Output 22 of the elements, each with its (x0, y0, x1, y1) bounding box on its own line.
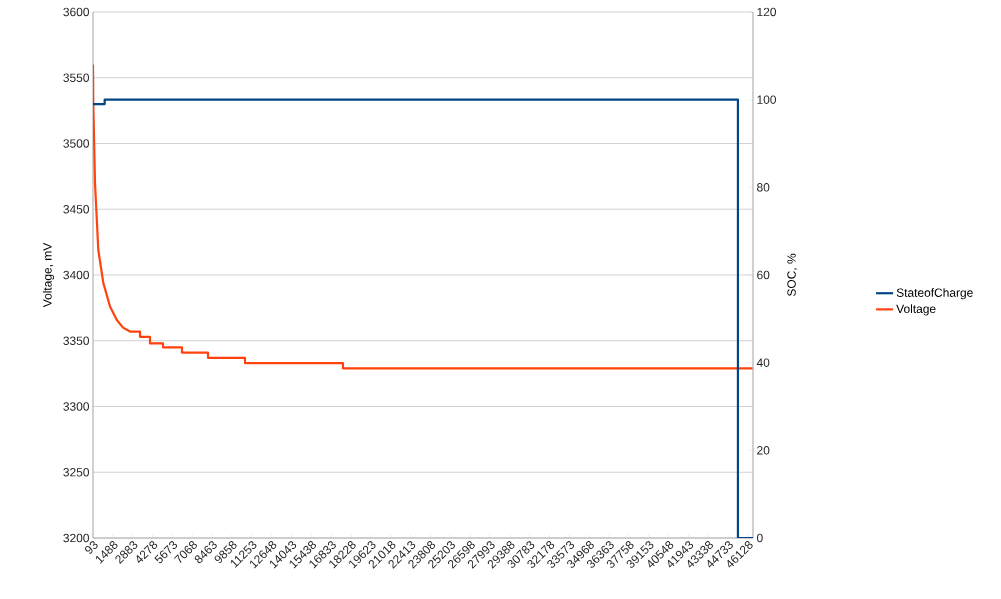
y2-axis-title: SOC, % (787, 253, 798, 297)
y-tick-label: 3250 (63, 468, 90, 477)
y-tick-label: 3500 (63, 139, 90, 148)
y2-tick-label: 0 (757, 533, 763, 543)
x-tick-label: 93 (85, 541, 98, 554)
y-tick-label: 3550 (63, 73, 90, 82)
y2-tick-label: 40 (756, 358, 770, 367)
y2-tick-label: 80 (757, 183, 770, 192)
legend-label: StateofCharge (896, 288, 973, 300)
y-tick-label: 3200 (63, 533, 90, 543)
y-tick-label: 3450 (63, 205, 90, 214)
y2-tick-label: 20 (757, 446, 770, 455)
y-axis-title: Voltage, mV (42, 242, 55, 308)
y-tick-label: 3400 (63, 270, 90, 280)
y2-tick-label: 120 (757, 7, 777, 17)
y-tick-label: 3300 (63, 402, 90, 411)
legend-label: Voltage (896, 304, 936, 316)
y2-tick-label: 100 (757, 95, 777, 104)
y-tick-label: 3600 (63, 7, 90, 17)
y-tick-label: 3350 (63, 336, 90, 345)
y2-tick-label: 60 (757, 270, 770, 280)
line-series (93, 63, 754, 370)
